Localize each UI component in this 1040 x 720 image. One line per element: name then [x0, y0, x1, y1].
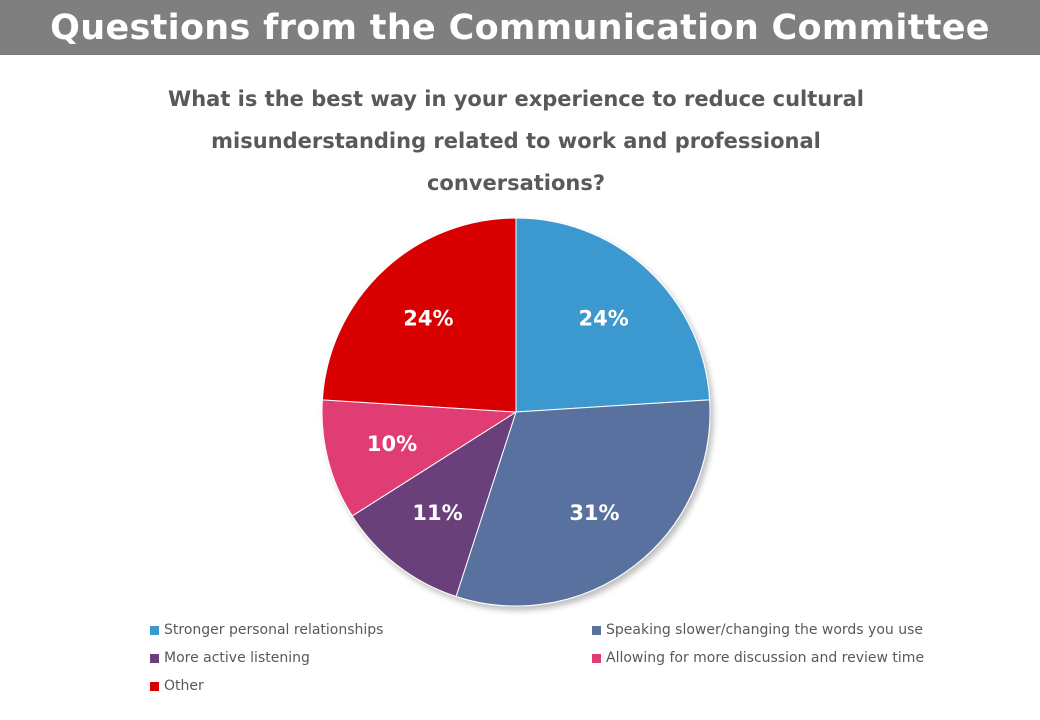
legend-swatch — [150, 681, 159, 691]
legend-item: Allowing for more discussion and review … — [592, 650, 924, 666]
page-title: Questions from the Communication Committ… — [50, 7, 990, 48]
legend-swatch — [592, 625, 601, 635]
slice-data-label: 24% — [578, 307, 628, 331]
legend-label: Speaking slower/changing the words you u… — [606, 622, 924, 638]
chart-title-line-2: misunderstanding related to work and pro… — [211, 129, 821, 153]
chart-title-line-3: conversations? — [426, 171, 606, 195]
legend-label: Other — [164, 678, 204, 694]
legend-item: Speaking slower/changing the words you u… — [592, 622, 923, 638]
chart-title: What is the best way in your experience … — [130, 78, 902, 204]
legend-item: Other — [150, 678, 204, 694]
slice-data-label: 31% — [569, 501, 619, 525]
pie-slice — [455, 399, 711, 607]
header-banner: Questions from the Communication Committ… — [0, 0, 1040, 55]
legend-label: Stronger personal relationships — [164, 622, 384, 638]
pie-slice — [321, 217, 517, 413]
pie-slice — [351, 410, 517, 598]
legend-item: Stronger personal relationships — [150, 622, 383, 638]
legend-label: More active listening — [164, 650, 310, 666]
slice-data-label: 11% — [412, 501, 462, 525]
legend-swatch — [592, 653, 601, 663]
slice-data-label: 10% — [367, 432, 417, 456]
pie-slice — [321, 399, 518, 517]
legend-swatch — [150, 653, 159, 663]
slice-data-label: 24% — [403, 307, 453, 331]
chart-title-line-1: What is the best way in your experience … — [168, 87, 864, 111]
legend-item: More active listening — [150, 650, 310, 666]
pie-slice — [515, 217, 711, 413]
legend-swatch — [150, 625, 159, 635]
legend-label: Allowing for more discussion and review … — [606, 650, 925, 666]
